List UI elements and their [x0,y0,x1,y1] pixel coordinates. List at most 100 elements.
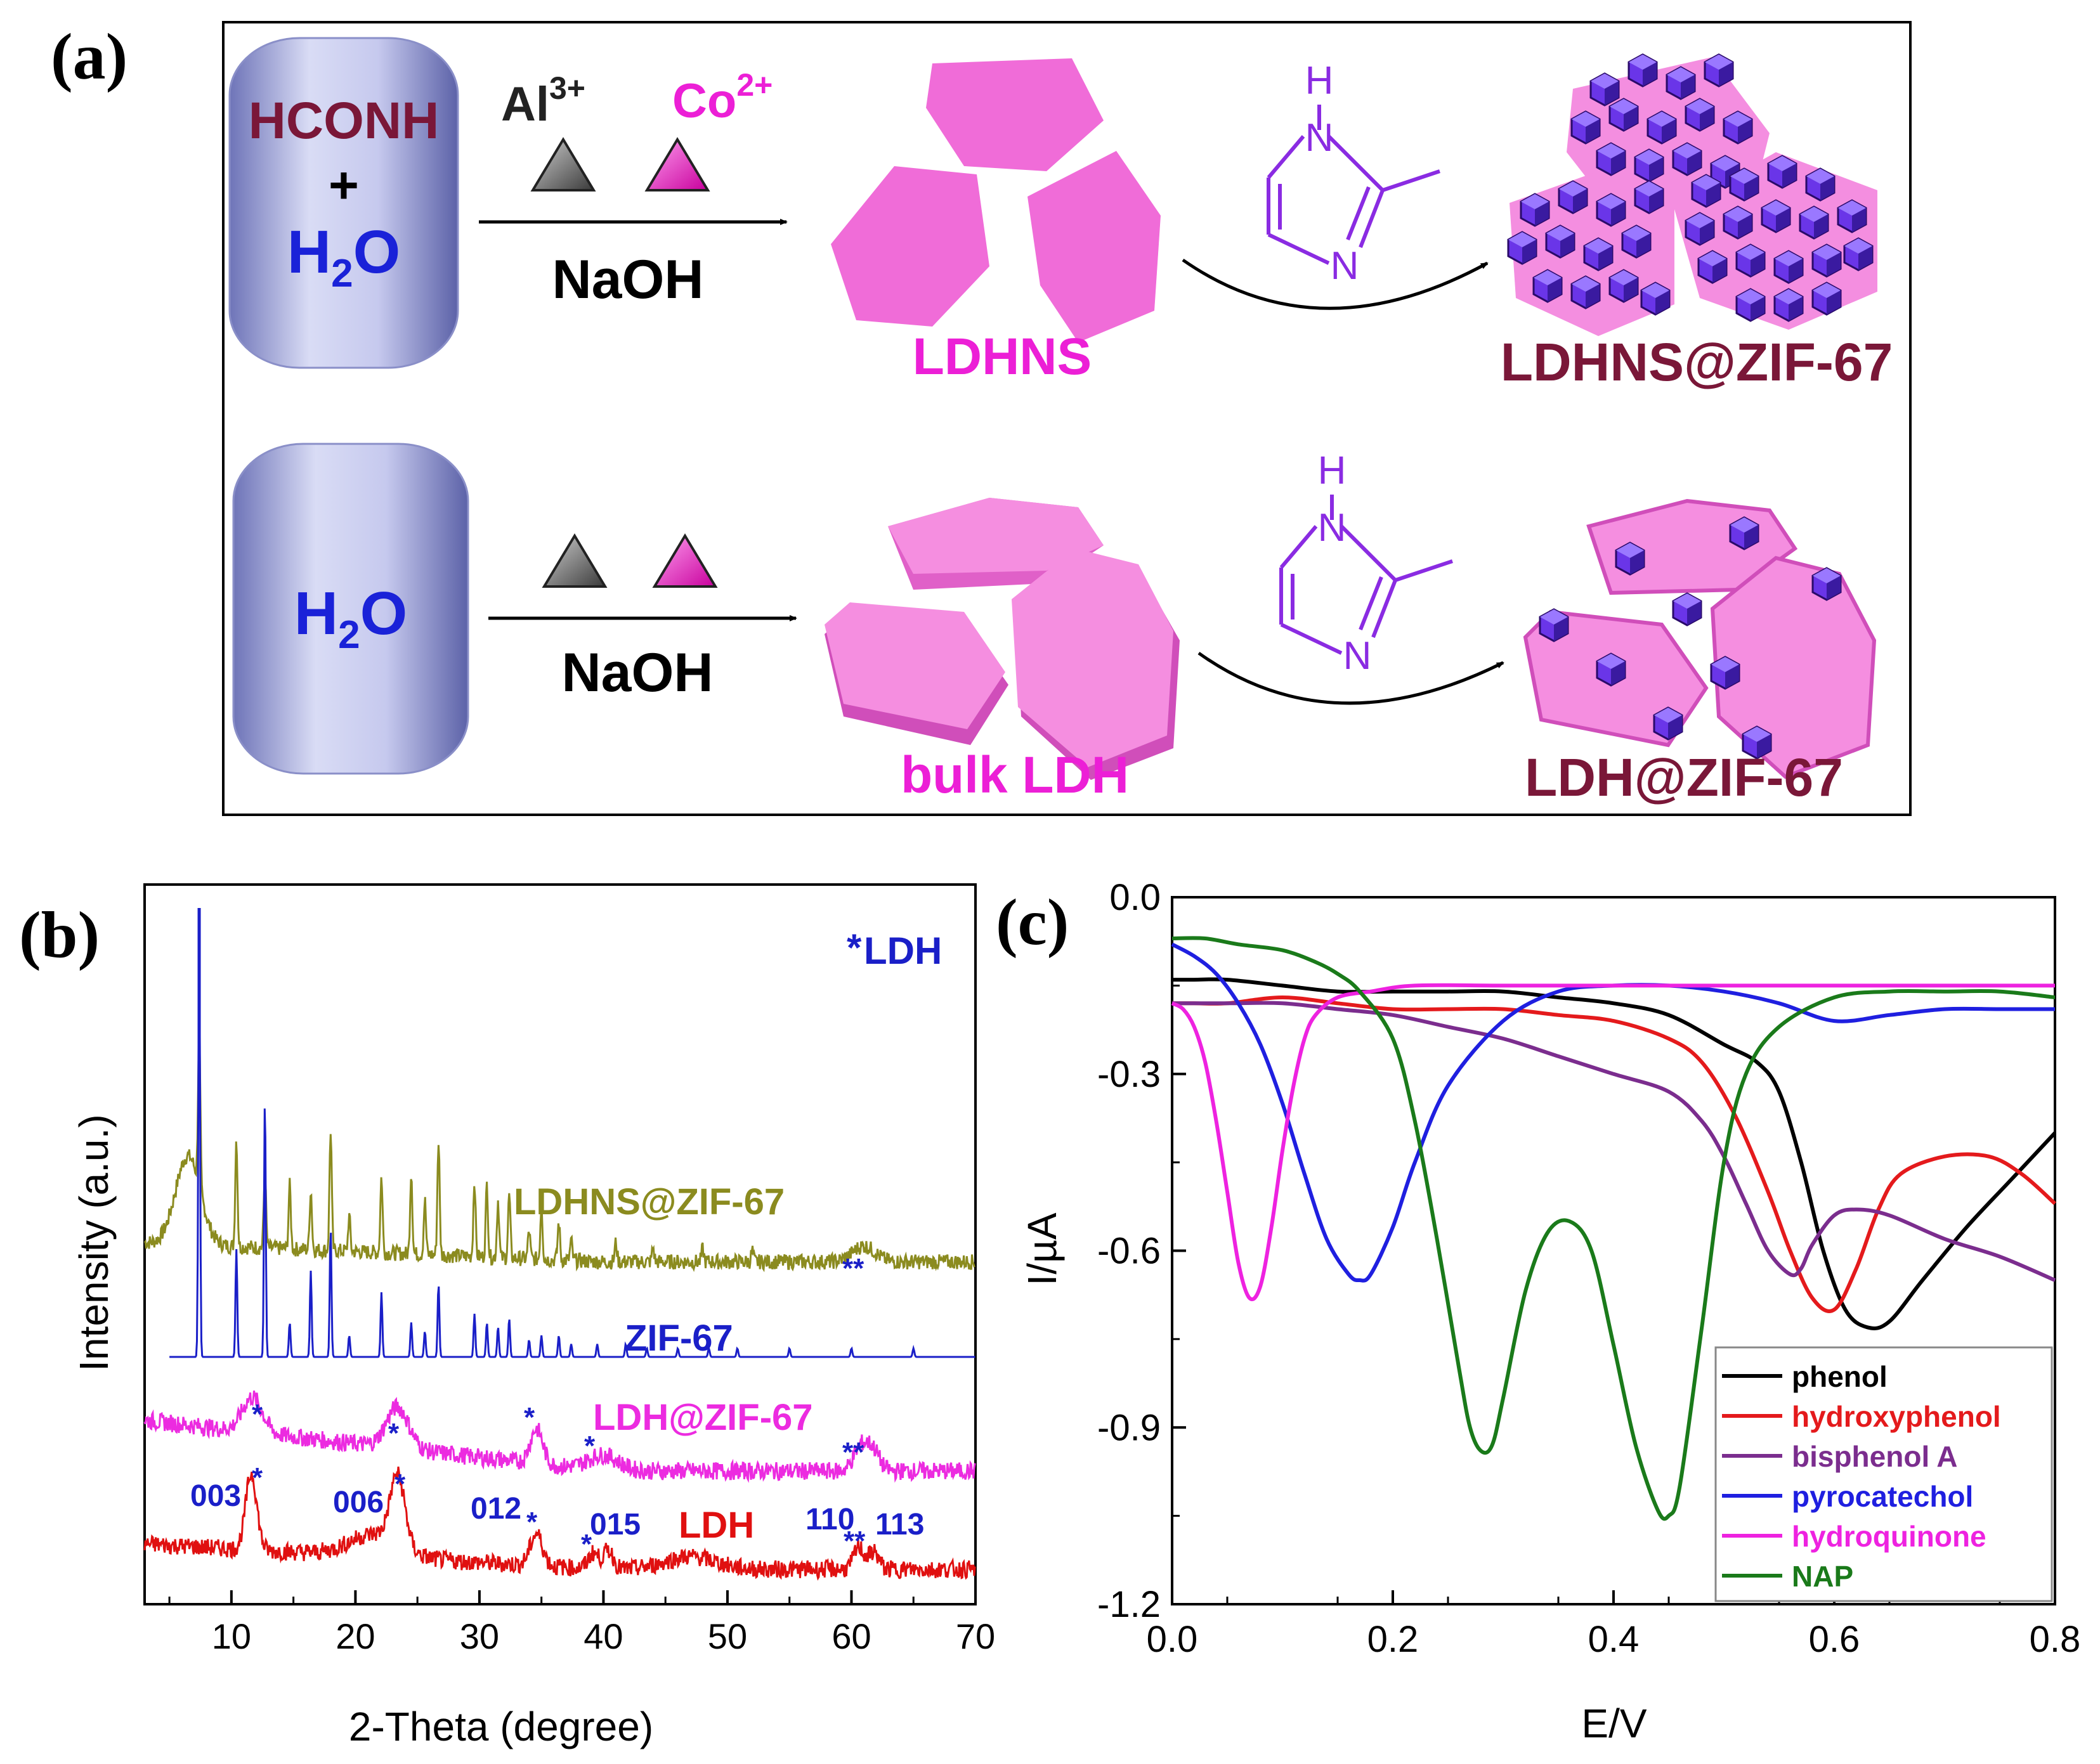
h2o-o: O [353,218,401,286]
hkl-015: 015 [590,1508,641,1541]
cv-x-tick-label: 0.0 [1147,1619,1198,1660]
cv-y-tick-label: -0.3 [1097,1054,1161,1095]
reaction-tank-bottom [232,443,469,775]
cv-x-axis-label: E/V [1581,1701,1647,1746]
xrd-trace-label-ldhns-zif67: LDHNS@ZIF-67 [514,1181,785,1222]
tank-solvent-formamide: HCONH [249,92,440,150]
cv-y-axis-label: I/µA [1019,1212,1065,1285]
product-label-bottom: LDH@ZIF-67 [1525,748,1843,807]
cv-y-tick-label: -0.9 [1097,1407,1161,1448]
xrd-x-tick-label: 10 [212,1616,251,1656]
cv-x-tick-label: 0.2 [1367,1619,1419,1660]
ldh-zif67-product [1523,498,1877,779]
triangle-cobalt-icon [644,137,710,191]
tank-water-label-bottom: H2O [294,580,407,657]
reagent-naoh-bottom: NaOH [562,642,714,703]
cv-y-tick-label: -0.6 [1097,1231,1161,1272]
ldhns-zif67-product [1507,53,1877,336]
xrd-trace-label-ldh: LDH [679,1505,754,1546]
star-pair-ldhzif: ** [842,1437,864,1468]
triangle-cobalt-icon-bottom [652,533,718,588]
panel-label-b: (b) [19,898,100,971]
h2o-h: H [287,218,331,286]
imidazole-h-bottom: H [1318,449,1347,493]
xrd-trace-LDH@ZIF-67 [143,1391,976,1483]
xrd-traces [143,908,976,1581]
xrd-x-tick-label: 30 [460,1616,499,1656]
imidazole-n2-top: N [1331,244,1359,288]
cv-y-tick-label: -1.2 [1097,1584,1161,1625]
xrd-x-tick-label: 40 [584,1616,623,1656]
cv-legend-label: hydroquinone [1792,1520,1986,1553]
bulk-ldh-label: bulk LDH [901,746,1129,804]
xrd-legend-ldh: LDH [864,930,942,972]
star-015: * [581,1529,592,1560]
ldhns-sheet-3 [1027,151,1161,342]
star-ldhzif-1: * [252,1399,263,1430]
ldhns-sheet-1 [926,58,1104,171]
star-003: * [252,1462,263,1493]
panel-label-a: (a) [51,20,128,93]
xrd-trace-label-zif67: ZIF-67 [625,1318,733,1359]
product-label-top: LDHNS@ZIF-67 [1501,332,1893,392]
xrd-trace-LDHNS@ZIF-67 [143,1032,976,1273]
reagent-naoh-top: NaOH [552,249,704,310]
xrd-legend-star: * [847,926,862,969]
star-ldhzif-4: * [584,1430,596,1462]
cv-series-NAP [1171,936,2056,1521]
hkl-113: 113 [875,1508,924,1541]
reaction-tank-top [228,37,459,369]
xrd-chart: 10 20 30 40 50 60 70 2-Theta (degree) Intensit… [71,883,995,1749]
cv-x-tick-label: 0.6 [1809,1619,1860,1660]
curved-arrow-top [1182,258,1489,310]
xrd-x-axis-label: 2-Theta (degree) [349,1704,653,1749]
triangle-aluminum-icon [530,137,596,191]
tank-water-label-top: H2O [287,218,400,295]
h2o-subscript: 2 [331,252,353,295]
xrd-x-tick-label: 20 [336,1616,375,1656]
cv-legend-items: phenol hydroxyphenol bisphenol A pyrocatech… [1722,1360,2001,1593]
imidazole-n1-bottom: N [1318,506,1347,550]
xrd-plot-frame [143,883,977,1605]
star-012: * [526,1507,538,1538]
star-006: * [395,1469,406,1500]
imidazole-structure-bottom [1279,495,1453,655]
xrd-trace-ZIF-67 [169,925,975,1358]
cv-x-tick-label: 0.4 [1588,1619,1640,1660]
panel-label-c: (c) [996,886,1069,959]
hkl-003: 003 [190,1479,241,1513]
cv-legend-label: pyrocatechol [1792,1480,1973,1513]
cv-legend-label: phenol [1792,1360,1888,1393]
ldhns-label: LDHNS [913,328,1092,386]
cv-chart: 0.0 0.2 0.4 0.6 0.8 0.0 -0.3 -0.6 -0.9 -1.2 E/V I… [1019,877,2080,1746]
hkl-110: 110 [805,1503,854,1536]
imidazole-n1-top: N [1305,116,1334,160]
ion-cobalt: Co2+ [672,67,773,128]
cv-series-bisphenol-A [1172,1001,2056,1282]
imidazole-n2-bottom: N [1343,634,1372,678]
cv-series-phenol [1171,977,2057,1330]
cv-x-tick-label: 0.8 [2030,1619,2081,1660]
xrd-y-axis-label: Intensity (a.u.) [71,1114,117,1372]
hkl-006: 006 [333,1486,384,1519]
cv-legend [1714,1346,2053,1602]
triangle-aluminum-icon-bottom [542,533,608,588]
scheme-frame [222,21,1912,816]
xrd-trace-label-ldh-zif67: LDH@ZIF-67 [593,1397,813,1438]
cv-legend-label: NAP [1792,1560,1853,1593]
star-pair-110: ** [844,1526,866,1557]
curved-arrow-bottom [1197,651,1504,705]
bulk-ldh-crystals [825,498,1180,780]
xrd-x-tick-label: 70 [956,1616,995,1656]
hkl-012: 012 [471,1492,521,1526]
star-ldhzif-3: * [524,1402,535,1433]
xrd-x-ticks: 10 20 30 40 50 60 70 [168,1590,995,1656]
cv-series-hydroquinone [1171,983,2055,1302]
cv-series-hydroxyphenol [1172,995,2057,1313]
ldhns-sheet-2 [831,166,989,327]
xrd-x-tick-label: 60 [832,1616,871,1656]
xrd-x-tick-label: 50 [708,1616,747,1656]
xrd-trace-LDH [143,1466,976,1581]
tank-plus-sign: + [329,157,359,214]
imidazole-h-top: H [1305,59,1334,103]
